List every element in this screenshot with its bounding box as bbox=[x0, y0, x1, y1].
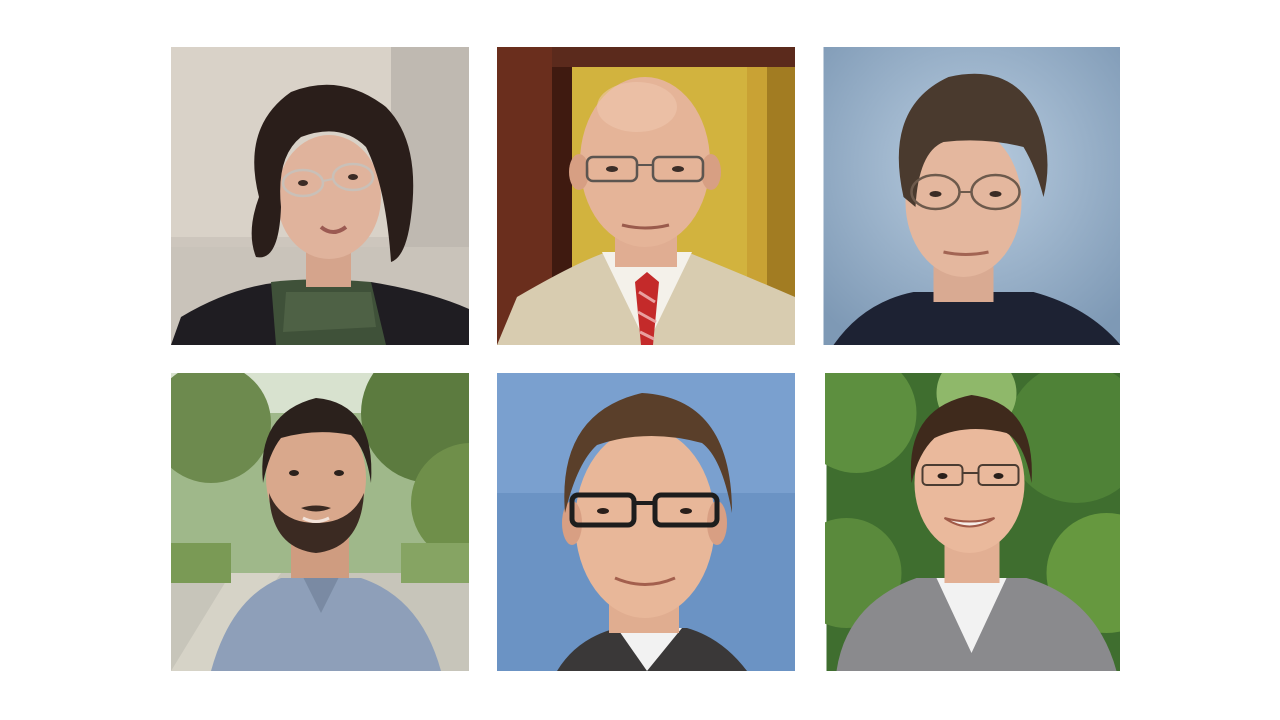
portrait-photo-2 bbox=[497, 47, 795, 345]
portrait-photo-5 bbox=[497, 373, 795, 671]
portrait-image-young-man-smiling bbox=[825, 373, 1120, 671]
portrait-photo-4 bbox=[171, 373, 469, 671]
portrait-image-man-brown-hair bbox=[823, 47, 1120, 345]
portrait-image-man-dark-glasses bbox=[497, 373, 795, 671]
portrait-image-bearded-man bbox=[171, 373, 469, 671]
portrait-photo-6 bbox=[825, 373, 1120, 671]
portrait-photo-3 bbox=[823, 47, 1120, 345]
portrait-image-bald-man bbox=[497, 47, 795, 345]
portrait-image-woman bbox=[171, 47, 469, 345]
portrait-photo-1 bbox=[171, 47, 469, 345]
